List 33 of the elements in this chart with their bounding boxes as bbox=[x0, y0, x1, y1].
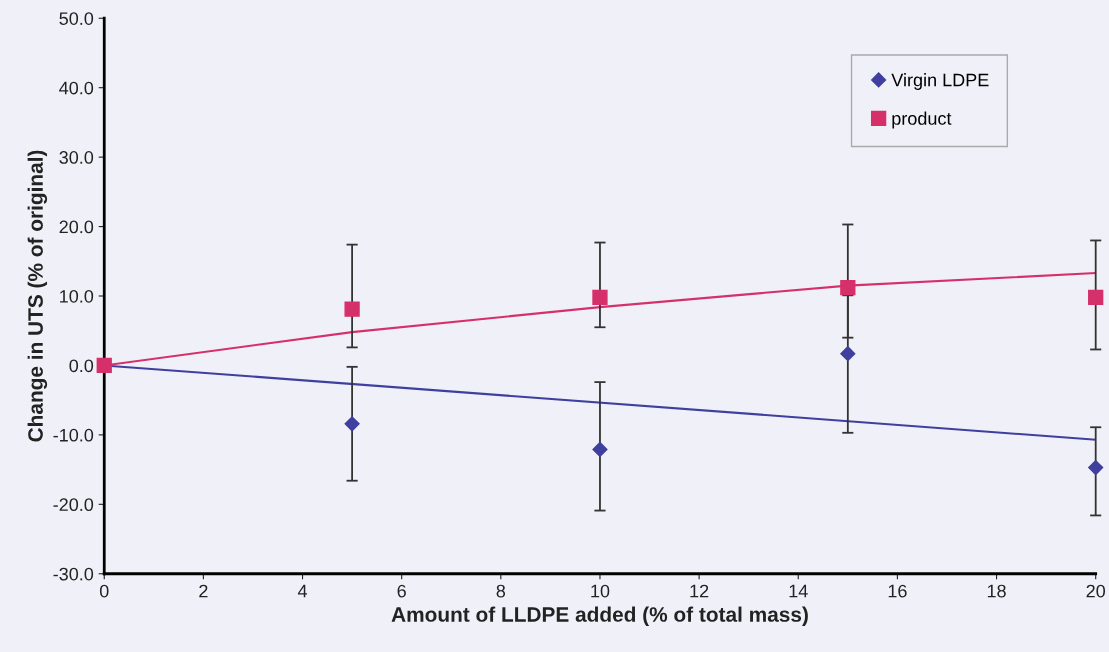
point bbox=[840, 346, 856, 362]
y-tick-label: 50.0 bbox=[59, 12, 94, 25]
y-tick-label: 30.0 bbox=[59, 151, 94, 164]
point bbox=[840, 280, 856, 296]
y-tick-label: -30.0 bbox=[53, 567, 94, 581]
point bbox=[1088, 459, 1104, 476]
y-tick-label: 20.0 bbox=[59, 220, 94, 234]
x-tick-label: 12 bbox=[690, 584, 709, 598]
x-tick-label: 6 bbox=[397, 584, 406, 598]
point bbox=[592, 289, 608, 306]
legend-label: product bbox=[892, 111, 952, 129]
point bbox=[344, 301, 360, 317]
x-tick-label: 16 bbox=[888, 584, 907, 598]
y-tick-label: 10.0 bbox=[60, 289, 94, 303]
x-tick-label: 18 bbox=[987, 584, 1006, 598]
point bbox=[1088, 289, 1104, 306]
x-axis-title: Amount of LLDPE added (% of total mass) bbox=[391, 606, 808, 626]
y-axis-title: Change in UTS (% of original) bbox=[27, 150, 48, 442]
x-tick-label: 0 bbox=[99, 584, 109, 598]
x-tick-label: 4 bbox=[297, 584, 308, 598]
y-tick-label: 0.0 bbox=[69, 359, 94, 373]
point bbox=[592, 441, 608, 458]
x-tick-label: 14 bbox=[789, 584, 808, 598]
x-tick-label: 2 bbox=[199, 584, 208, 598]
y-tick-label: -10.0 bbox=[53, 428, 94, 442]
y-tick-label: -20.0 bbox=[53, 498, 94, 512]
y-tick-label: 40.0 bbox=[59, 81, 94, 95]
x-tick-label: 20 bbox=[1086, 584, 1106, 598]
point bbox=[344, 416, 360, 432]
legend-label: Virgin LDPE bbox=[891, 73, 989, 90]
x-tick-label: 8 bbox=[496, 584, 506, 598]
point bbox=[96, 357, 112, 374]
x-tick-label: 10 bbox=[591, 584, 610, 598]
